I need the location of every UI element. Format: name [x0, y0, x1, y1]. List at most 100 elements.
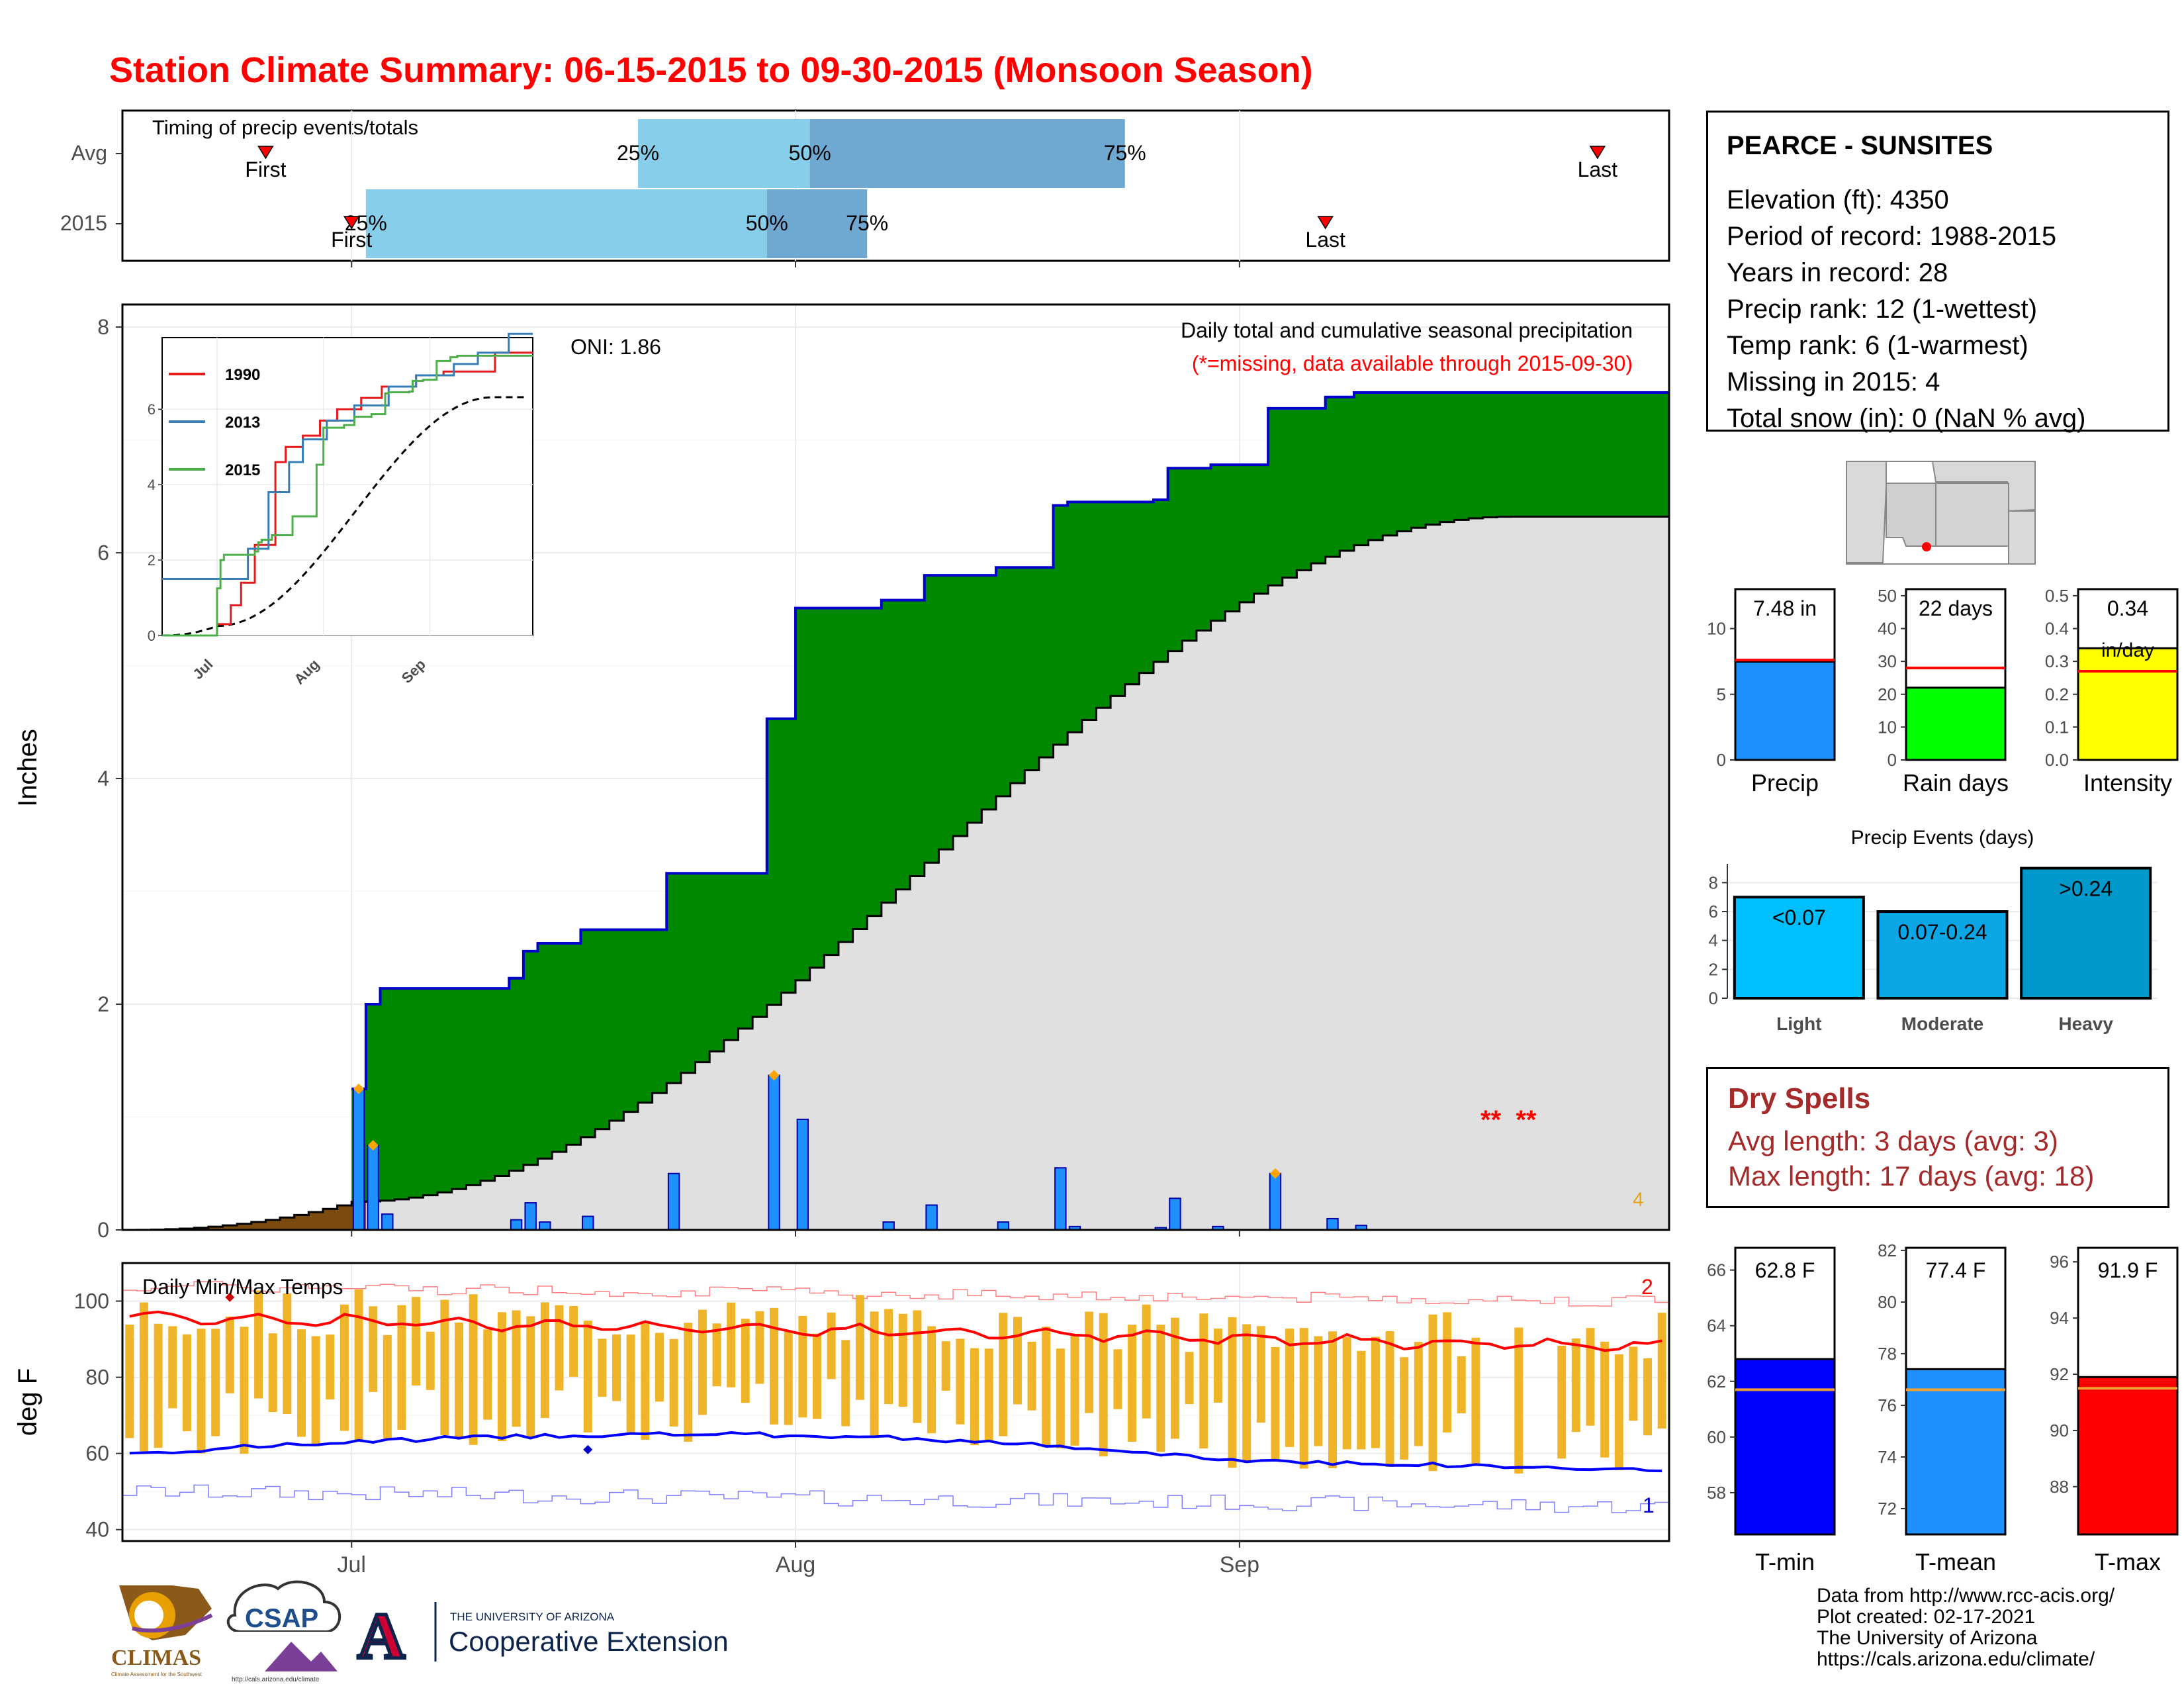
daily-temp-bar [1285, 1329, 1295, 1447]
daily-precip-bar [381, 1213, 394, 1231]
temp-title: Daily Min/Max Temps [142, 1275, 343, 1299]
daily-temp-bar [1557, 1345, 1567, 1459]
page-title: Station Climate Summary: 06-15-2015 to 0… [109, 50, 1313, 90]
daily-temp-bar [1042, 1327, 1051, 1448]
rain-days-ytick-label: 20 [1878, 684, 1897, 704]
tmean-ytick-label: 80 [1878, 1292, 1897, 1312]
tmin-ytick-label: 58 [1707, 1483, 1726, 1503]
inset-ytick-label: 0 [148, 628, 156, 644]
daily-temp-bar [1213, 1329, 1222, 1403]
daily-temp-bar [1271, 1346, 1280, 1461]
timing-last-marker [1317, 216, 1334, 230]
daily-temp-bar [927, 1326, 936, 1434]
timing-first-marker [257, 146, 274, 160]
daily-temp-bar [1142, 1304, 1151, 1419]
tmean-label: T-mean [1915, 1548, 1996, 1575]
csap-logo-text: CSAP [245, 1604, 318, 1633]
tmax-ytick-label: 92 [2050, 1364, 2069, 1384]
daily-temp-bar [583, 1321, 592, 1432]
temp-ytick-label: 60 [85, 1442, 109, 1466]
daily-record-marker [1269, 1168, 1281, 1179]
rain-days-ytick-label: 40 [1878, 619, 1897, 639]
timing-p25-label: 25% [617, 141, 659, 165]
intensity-ytick-label: 0.2 [2045, 684, 2069, 704]
timing-p75-label: 75% [1104, 141, 1146, 165]
tmean-ytick-label: 78 [1878, 1344, 1897, 1364]
events-bar-label: <0.07 [1772, 906, 1826, 929]
events-bar [1876, 910, 2009, 1000]
tmin-value-label: 62.8 F [1755, 1258, 1815, 1282]
daily-temp-bar [1056, 1348, 1065, 1448]
avg-min-temp-line [129, 1431, 1662, 1473]
intensity-label: Intensity [2083, 769, 2172, 796]
intensity-ytick-label: 0.3 [2045, 651, 2069, 671]
daily-temp-bar [211, 1329, 220, 1436]
record-high-marker [225, 1292, 235, 1302]
daily-temp-bar [727, 1302, 736, 1387]
daily-temp-bar [225, 1316, 234, 1393]
tmin-ytick-label: 62 [1707, 1372, 1726, 1391]
station-elevation: Elevation (ft): 4350 [1727, 185, 1949, 214]
daily-temp-bar [598, 1338, 607, 1397]
daily-precip-bar [1269, 1172, 1282, 1231]
daily-temp-bar [1514, 1327, 1524, 1474]
precip-ytick-label: 2 [97, 992, 109, 1016]
daily-precip-bar [582, 1215, 594, 1231]
daily-temp-bar [626, 1335, 635, 1434]
tmean-value-label: 77.4 F [1926, 1258, 1986, 1282]
intensity-ytick-label: 0.4 [2045, 619, 2069, 639]
tmax-value-label: 91.9 F [2098, 1258, 2158, 1282]
record-low-line [122, 1484, 1669, 1513]
timing-first-label: First [331, 228, 372, 252]
daily-temp-bar [1428, 1314, 1437, 1472]
ua-cooperative-extension-logo: A THE UNIVERSITY OF ARIZONA Cooperative … [356, 1598, 729, 1675]
tmean-bar [1905, 1368, 2007, 1536]
tmean-ytick-label: 82 [1878, 1241, 1897, 1260]
daily-temp-bar [984, 1348, 993, 1441]
daily-temp-bar [1256, 1326, 1265, 1423]
daily-temp-bar [540, 1302, 549, 1419]
record-low-marker [583, 1444, 593, 1454]
daily-temp-bar [1371, 1336, 1380, 1448]
daily-temp-bar [154, 1323, 163, 1448]
precip-ytick-label: 4 [97, 767, 109, 790]
precip-ytick-label: 0 [1717, 750, 1726, 770]
daily-temp-bar [669, 1338, 678, 1427]
timing-bar-50-75 [809, 119, 1125, 188]
tmax-bar [2077, 1376, 2179, 1536]
daily-precip-bar [667, 1172, 680, 1231]
record-low-count: 1 [1643, 1493, 1655, 1517]
station-missing: Missing in 2015: 4 [1727, 367, 1940, 397]
dry-spells-avg: Avg length: 3 days (avg: 3) [1728, 1125, 2058, 1156]
rain-days-ytick-label: 10 [1878, 717, 1897, 737]
daily-temp-bar [296, 1329, 306, 1437]
daily-precip-bar [925, 1204, 938, 1231]
daily-record-marker [768, 1070, 780, 1081]
surplus-area [351, 392, 1670, 1202]
daily-temp-bar [1414, 1342, 1423, 1446]
precip-ytick-label: 6 [97, 541, 109, 565]
rain-days-label: Rain days [1903, 769, 2009, 796]
timing-bar-50-75 [766, 189, 868, 258]
daily-temp-bar [1242, 1324, 1251, 1461]
precip-ytick-label: 5 [1717, 684, 1726, 704]
climas-logo: CLIMAS Climate Assessment for the Southw… [111, 1585, 213, 1677]
daily-temp-bar [1600, 1341, 1610, 1458]
daily-temp-bar [412, 1297, 421, 1386]
tmin-ytick-label: 60 [1707, 1427, 1726, 1447]
cumulative-2015-line [351, 391, 1669, 1090]
inset-legend-label: 2013 [225, 414, 260, 432]
daily-temp-bar [941, 1341, 950, 1391]
daily-temp-bar [641, 1322, 650, 1440]
ua-logo-letter: A [357, 1599, 405, 1673]
climas-logo-text: CLIMAS [111, 1646, 201, 1670]
record-high-count: 2 [1641, 1275, 1653, 1299]
csap-logo: CSAP http://cals.arizona.edu/climate [226, 1580, 347, 1683]
daily-temp-bar [526, 1316, 535, 1438]
rain-days-bar [1905, 686, 2007, 761]
events-bar-label: 0.07-0.24 [1897, 920, 1987, 944]
daily-precip-bar [1326, 1217, 1339, 1231]
events-ytick-label: 2 [1709, 959, 1718, 979]
daily-temp-bar [397, 1305, 406, 1430]
daily-temp-bar [970, 1348, 979, 1446]
